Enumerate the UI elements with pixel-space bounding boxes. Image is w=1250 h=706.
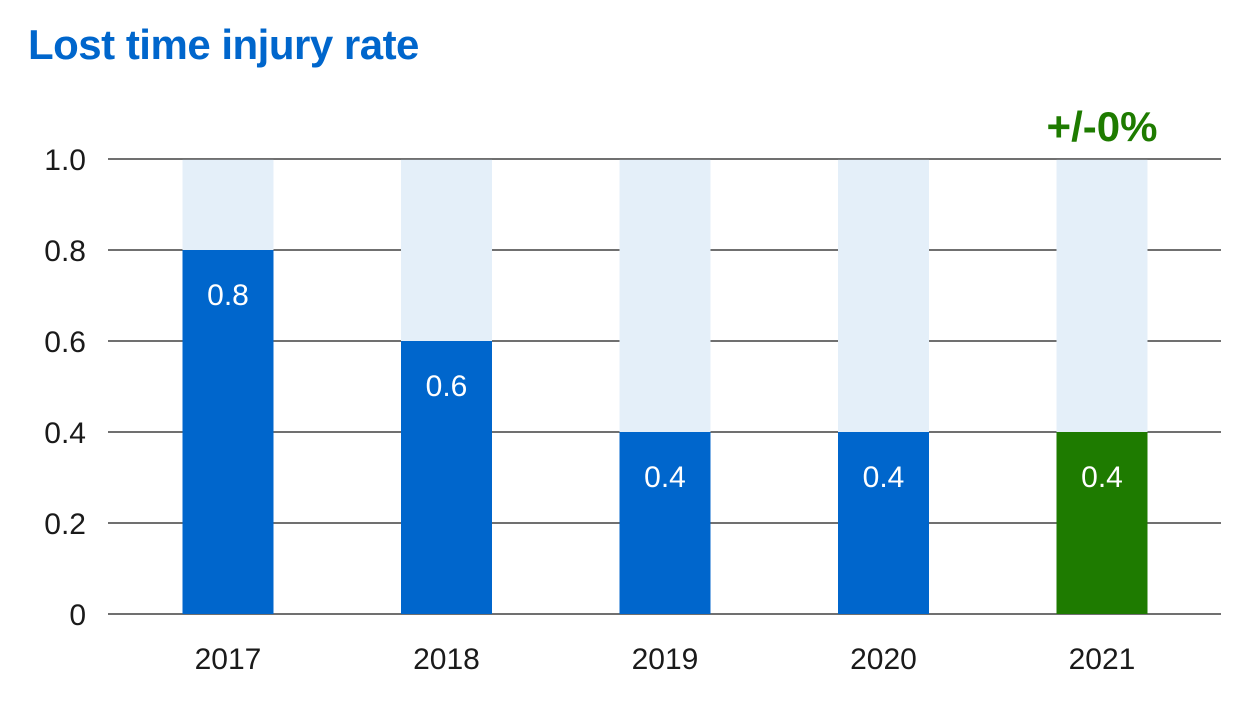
bar-background xyxy=(182,159,274,250)
bar xyxy=(401,341,492,614)
bar-backgrounds xyxy=(182,159,1148,432)
bar-value-label: 0.6 xyxy=(426,370,468,403)
y-tick-label: 0.2 xyxy=(44,508,86,541)
y-tick-label: 1.0 xyxy=(44,144,86,177)
bar xyxy=(1056,432,1148,614)
bar xyxy=(838,432,929,614)
y-tick-label: 0.4 xyxy=(44,417,86,450)
bars xyxy=(182,250,1148,614)
x-tick-label: 2021 xyxy=(1069,643,1136,676)
x-tick-label: 2019 xyxy=(632,643,699,676)
bar-background xyxy=(401,159,492,341)
annotations: +/-0% xyxy=(1047,103,1158,150)
bar-background xyxy=(1056,159,1148,432)
y-tick-label: 0 xyxy=(69,599,86,632)
bar-value-label: 0.8 xyxy=(207,279,249,312)
y-axis-ticks: 0 0.2 0.4 0.6 0.8 1.0 xyxy=(44,144,86,632)
y-tick-label: 0.6 xyxy=(44,326,86,359)
change-annotation: +/-0% xyxy=(1047,103,1158,150)
y-tick-label: 0.8 xyxy=(44,235,86,268)
bar-value-label: 0.4 xyxy=(644,461,686,494)
bar-value-label: 0.4 xyxy=(1081,461,1123,494)
chart-title: Lost time injury rate xyxy=(28,21,419,68)
x-axis-ticks: 2017 2018 2019 2020 2021 xyxy=(195,643,1136,676)
bar-value-label: 0.4 xyxy=(863,461,905,494)
bar-background xyxy=(619,159,711,432)
bar xyxy=(182,250,274,614)
x-tick-label: 2017 xyxy=(195,643,262,676)
data-labels: 0.8 0.6 0.4 0.4 0.4 xyxy=(207,279,1123,494)
bar xyxy=(619,432,711,614)
x-tick-label: 2018 xyxy=(413,643,480,676)
x-tick-label: 2020 xyxy=(850,643,917,676)
bar-background xyxy=(838,159,929,432)
